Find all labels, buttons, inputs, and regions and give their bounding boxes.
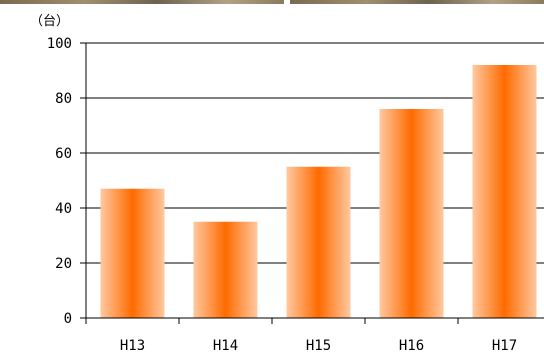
axes xyxy=(85,43,544,319)
bar-H17 xyxy=(472,65,537,318)
y-tick-label: 60 xyxy=(55,146,72,162)
y-tick-label: 20 xyxy=(55,256,72,272)
x-tick-label: H14 xyxy=(213,338,238,353)
x-axis-ticks: H13 H14 H15 H16 H17 xyxy=(85,318,517,353)
x-tick-label: H13 xyxy=(120,338,145,353)
photo-right-edge xyxy=(290,0,544,4)
bar-H13 xyxy=(100,188,165,318)
bar-H14 xyxy=(193,221,258,318)
y-tick-label: 80 xyxy=(55,91,72,107)
y-tick-label: 40 xyxy=(55,201,72,217)
bars xyxy=(100,65,537,318)
x-tick-label: H16 xyxy=(399,338,424,353)
y-tick-label: 0 xyxy=(64,311,72,327)
y-tick-label: 100 xyxy=(47,36,72,52)
x-tick-label: H17 xyxy=(492,338,517,353)
photo-left-edge xyxy=(0,0,284,4)
bar-H15 xyxy=(286,166,351,318)
x-tick-label: H15 xyxy=(306,338,331,353)
y-axis-ticks: 0 20 40 60 80 100 xyxy=(47,36,86,327)
bar-H16 xyxy=(379,109,444,318)
unit-label: （台） xyxy=(30,14,69,29)
